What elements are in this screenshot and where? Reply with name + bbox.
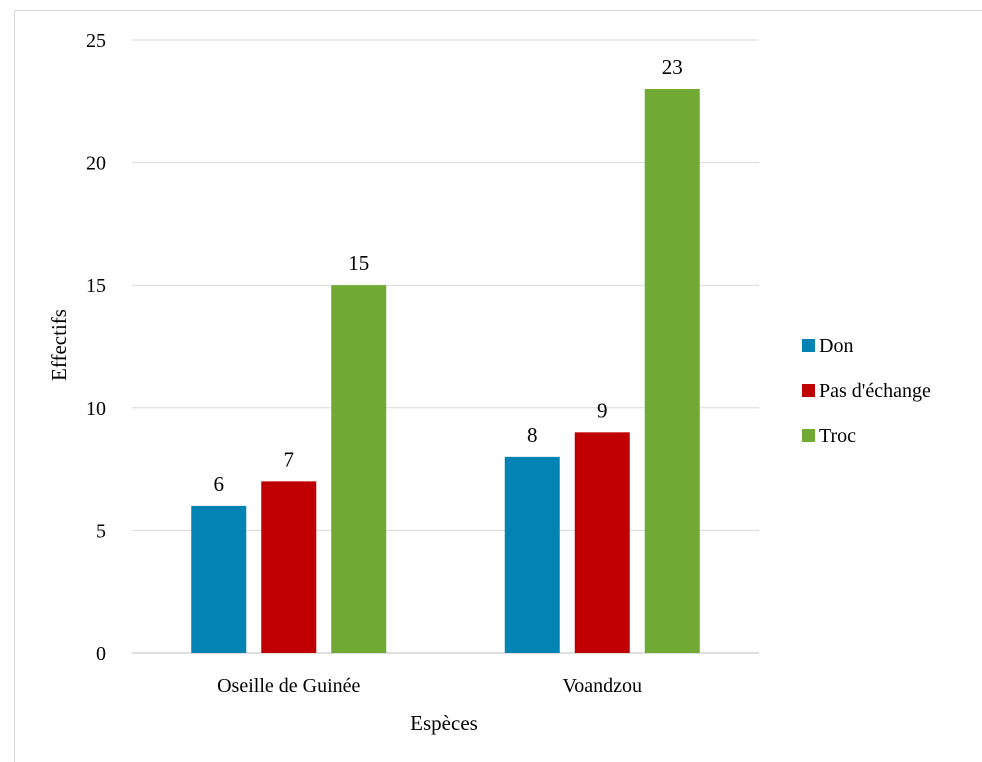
y-tick-label: 15: [86, 275, 106, 297]
legend-label: Troc: [819, 425, 856, 447]
data-label-1-2: 7: [284, 447, 295, 471]
bar-2-3: [644, 89, 700, 654]
legend-item-3: Troc: [802, 425, 856, 447]
y-tick-label: 0: [96, 643, 106, 665]
data-label-2-3: 23: [662, 55, 683, 79]
x-axis-categories: Oseille de Guinée Voandzou: [217, 675, 642, 697]
legend-item-2: Pas d'échange: [802, 380, 931, 402]
legend-label: Pas d'échange: [819, 380, 931, 402]
y-tick-label: 20: [86, 153, 106, 175]
y-tick-label: 5: [96, 520, 106, 542]
data-labels: 6 7 15 8 9 23: [214, 55, 683, 496]
y-tick-label: 10: [86, 398, 106, 420]
y-axis-ticks: 0 5 10 15 20 25: [86, 30, 106, 665]
data-label-1-1: 6: [214, 472, 225, 496]
legend-swatch: [802, 339, 815, 352]
bars: [191, 89, 700, 654]
legend-swatch: [802, 384, 815, 397]
bar-2-1: [504, 456, 560, 653]
data-label-2-2: 9: [597, 398, 608, 422]
data-label-2-1: 8: [527, 423, 538, 447]
x-axis-title: Espèces: [410, 711, 478, 735]
legend-swatch: [802, 429, 815, 442]
legend: Don Pas d'échange Troc: [802, 335, 931, 447]
data-label-1-3: 15: [348, 251, 369, 275]
legend-item-1: Don: [802, 335, 853, 357]
legend-label: Don: [819, 335, 853, 357]
x-category-label: Voandzou: [562, 675, 642, 697]
bar-2-2: [574, 432, 630, 653]
x-category-label: Oseille de Guinée: [217, 675, 360, 697]
y-tick-label: 25: [86, 30, 106, 52]
y-axis-title: Effectifs: [47, 309, 71, 381]
bar-1-1: [191, 505, 247, 653]
chart-frame: [14, 10, 982, 762]
bar-1-2: [261, 481, 317, 653]
bar-1-3: [331, 285, 387, 653]
